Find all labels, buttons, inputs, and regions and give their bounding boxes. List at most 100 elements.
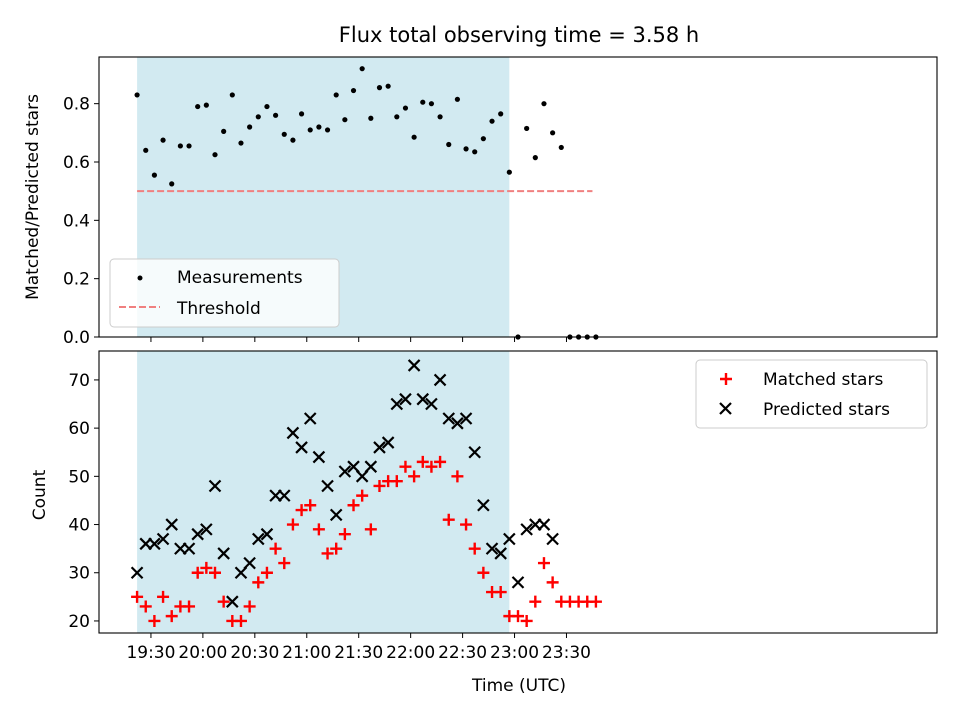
x-tick-label: 20:30	[230, 643, 279, 663]
measurement-point	[506, 169, 512, 175]
matched-stars-point	[589, 595, 602, 608]
predicted-stars-point	[485, 542, 499, 555]
matched-stars-point	[165, 610, 178, 623]
legend-predicted-marker	[719, 402, 732, 415]
matched-stars-point	[468, 542, 481, 555]
predicted-stars-point	[277, 489, 291, 502]
observing-window-shade	[137, 351, 510, 633]
matched-stars-point	[304, 499, 317, 512]
bottom-y-tick-label: 40	[68, 516, 90, 536]
measurement-point	[134, 92, 140, 98]
measurement-point	[264, 103, 270, 110]
matched-stars-point	[338, 528, 351, 541]
bottom-y-tick-label: 60	[68, 419, 90, 439]
measurement-point	[402, 105, 409, 111]
measurement-point	[420, 99, 426, 105]
matched-stars-point	[191, 566, 204, 579]
matched-stars-point	[477, 566, 490, 579]
measurement-point	[368, 115, 374, 121]
legend-threshold-label: Threshold	[176, 299, 261, 319]
matched-stars-point	[321, 547, 334, 560]
measurement-point	[411, 134, 417, 140]
predicted-stars-point	[381, 436, 395, 449]
measurement-point	[428, 101, 435, 107]
measurement-point	[307, 127, 313, 133]
measurement-point	[247, 124, 253, 130]
matched-stars-point	[434, 455, 447, 468]
predicted-stars-point	[425, 397, 438, 411]
measurement-point	[177, 143, 183, 149]
matched-stars-point	[425, 460, 438, 473]
measurement-point	[238, 140, 244, 146]
matched-stars-point	[234, 614, 247, 627]
x-tick-label: 21:00	[282, 643, 331, 663]
predicted-stars-point	[329, 508, 343, 522]
measurement-point	[186, 143, 192, 149]
x-tick-label: 21:30	[334, 643, 383, 663]
matched-stars-point	[148, 614, 161, 627]
top-legend: Measurements Threshold	[109, 258, 340, 328]
measurement-point	[541, 101, 547, 107]
measurement-point	[281, 131, 287, 137]
predicted-stars-point	[226, 595, 239, 608]
top-legend-box	[109, 258, 340, 328]
predicted-stars-point	[407, 359, 421, 372]
measurement-point	[229, 92, 235, 98]
measurement-point	[524, 125, 530, 132]
measurement-point	[446, 141, 452, 148]
bottom-y-tick-label: 50	[68, 467, 90, 487]
bottom-legend-box	[695, 359, 928, 429]
x-tick-label: 22:30	[438, 643, 487, 663]
predicted-stars-point	[252, 532, 265, 546]
measurement-point	[221, 128, 227, 134]
predicted-stars-point	[459, 412, 473, 425]
matched-stars-point	[252, 576, 265, 589]
predicted-stars-point	[200, 523, 213, 536]
predicted-stars-point	[503, 532, 516, 546]
measurement-point	[290, 137, 296, 143]
predicted-stars-point	[260, 527, 274, 541]
predicted-stars-point	[208, 479, 222, 493]
matched-stars-point	[546, 576, 559, 589]
predicted-stars-point	[390, 397, 404, 411]
matched-stars-point	[537, 557, 550, 570]
measurement-point	[203, 102, 209, 108]
matched-stars-point	[131, 590, 144, 603]
predicted-stars-point	[433, 373, 447, 387]
predicted-stars-point	[286, 426, 300, 440]
matched-stars-point	[260, 566, 273, 579]
predicted-stars-point	[217, 547, 230, 560]
top-y-tick-label: 0.8	[63, 95, 90, 115]
measurement-point	[532, 155, 538, 161]
matched-stars-point	[312, 523, 325, 536]
matched-stars-point	[278, 557, 291, 570]
measurement-point	[480, 136, 486, 142]
measurement-point	[472, 149, 478, 155]
matched-stars-point	[460, 518, 473, 531]
bottom-legend: Matched stars Predicted stars	[695, 359, 928, 429]
matched-stars-point	[356, 489, 369, 502]
measurement-point	[376, 85, 383, 91]
predicted-stars-point	[312, 450, 326, 464]
measurement-point	[394, 114, 400, 120]
measurement-point	[437, 114, 443, 120]
legend-measurements-label: Measurements	[177, 268, 303, 288]
matched-stars-point	[494, 586, 507, 599]
predicted-stars-point	[148, 537, 161, 551]
matched-stars-point	[295, 504, 308, 517]
predicted-stars-point	[303, 412, 317, 425]
matched-stars-point	[512, 610, 524, 623]
top-panel: 0.0 0.2 0.4 0.6 0.8 Flux total observing tim…	[23, 23, 938, 348]
predicted-stars-point	[243, 556, 256, 570]
predicted-stars-point	[416, 392, 430, 406]
predicted-stars-point	[546, 532, 559, 546]
legend-matched-marker	[720, 373, 732, 385]
x-tick-label: 22:00	[386, 643, 435, 663]
predicted-stars-point	[130, 566, 144, 580]
predicted-stars-point	[468, 445, 481, 459]
matched-stars-point	[347, 499, 360, 512]
measurement-point	[324, 127, 331, 133]
matched-stars-point	[183, 600, 196, 613]
matched-stars-point	[373, 479, 386, 492]
predicted-stars-point	[182, 542, 196, 555]
